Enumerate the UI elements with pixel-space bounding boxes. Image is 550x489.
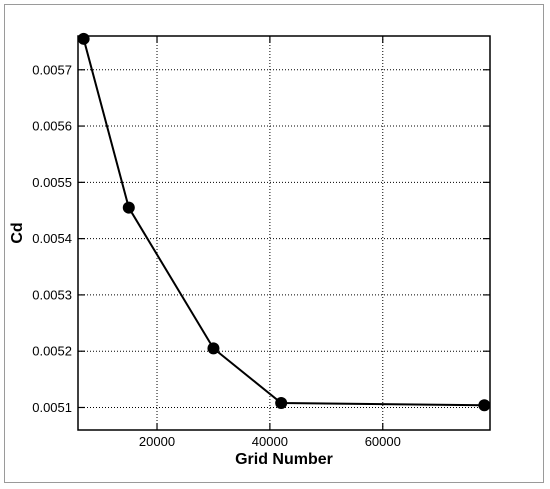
data-point [478, 399, 491, 412]
y-tick-label: 0.0051 [32, 400, 72, 415]
x-tick-label: 40000 [252, 434, 288, 449]
figure-frame [4, 4, 544, 483]
plot-area [77, 35, 491, 431]
series [77, 32, 491, 412]
x-axis-title: Grid Number [235, 451, 333, 468]
data-point [122, 201, 135, 214]
y-tick-label: 0.0052 [32, 344, 72, 359]
y-tick-label: 0.0056 [32, 119, 72, 134]
y-tick-label: 0.0055 [32, 175, 72, 190]
y-tick-label: 0.0053 [32, 287, 72, 302]
tick-labels: 20000 40000 60000 0.0051 0.0052 0.0053 0.0054 0… [32, 62, 401, 449]
x-tick-label: 60000 [365, 434, 401, 449]
y-axis-title: Cd [9, 222, 26, 243]
grid-lines [78, 36, 490, 430]
ticks [78, 36, 490, 430]
y-tick-label: 0.0054 [32, 231, 72, 246]
data-point [275, 396, 288, 409]
series-line [82, 38, 485, 407]
data-point [77, 32, 90, 45]
data-point [207, 342, 220, 355]
x-tick-label: 20000 [139, 434, 175, 449]
y-tick-label: 0.0057 [32, 62, 72, 77]
